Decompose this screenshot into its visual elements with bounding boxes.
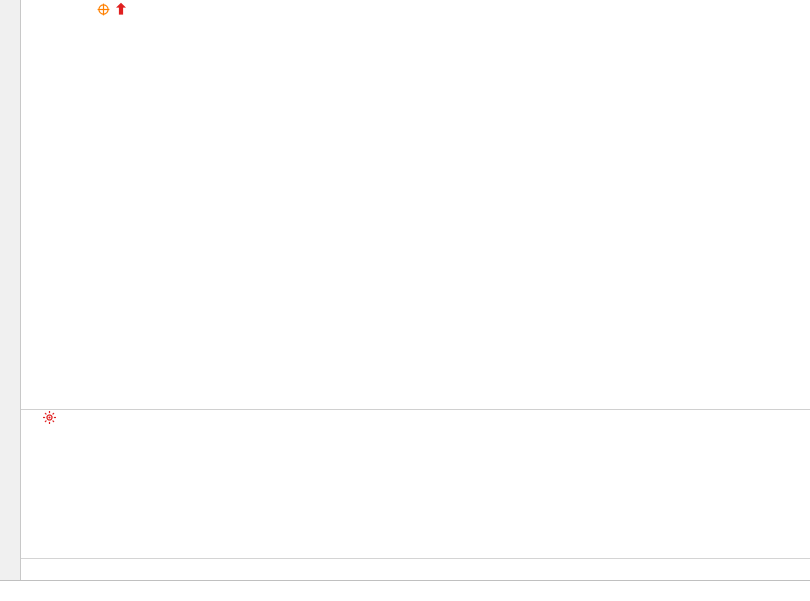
price-pane[interactable] <box>21 0 810 410</box>
price-axis-right <box>743 0 810 409</box>
chart-header <box>87 2 132 19</box>
rsi-pane[interactable] <box>21 411 810 558</box>
rsi-axis-right <box>743 411 810 558</box>
price-plot[interactable] <box>83 0 743 409</box>
crosshair-circle-icon[interactable] <box>97 3 110 19</box>
bottom-toolbar[interactable] <box>0 580 810 601</box>
price-axis-left <box>21 0 83 409</box>
rsi-axis-left <box>21 411 83 558</box>
red-sun-icon[interactable] <box>43 411 56 429</box>
chart-area[interactable] <box>21 0 810 558</box>
rsi-plot[interactable] <box>83 411 743 558</box>
time-axis <box>21 558 810 579</box>
up-arrow-icon[interactable] <box>115 2 127 19</box>
left-sidebar <box>0 0 21 580</box>
